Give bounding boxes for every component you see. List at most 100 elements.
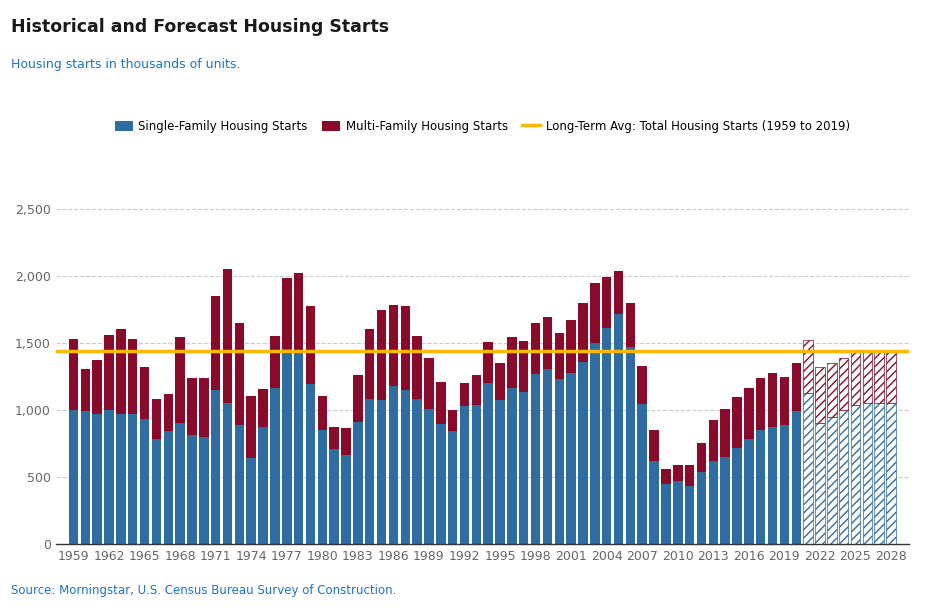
Bar xyxy=(389,386,398,544)
Bar xyxy=(839,410,848,544)
Bar xyxy=(744,439,754,544)
Bar xyxy=(92,360,102,414)
Bar xyxy=(187,378,197,435)
Bar xyxy=(732,448,742,544)
Bar xyxy=(673,481,683,544)
Bar xyxy=(815,423,825,544)
Bar xyxy=(543,369,552,544)
Bar xyxy=(116,330,126,414)
Bar xyxy=(199,437,208,544)
Bar xyxy=(436,424,446,544)
Bar xyxy=(151,399,162,440)
Bar xyxy=(685,486,694,544)
Bar xyxy=(649,461,658,544)
Bar xyxy=(140,420,149,544)
Bar xyxy=(590,283,600,343)
Bar xyxy=(105,335,114,410)
Bar xyxy=(413,336,422,399)
Bar xyxy=(531,322,541,373)
Bar xyxy=(365,329,375,399)
Bar xyxy=(234,424,244,544)
Bar xyxy=(626,348,635,544)
Bar xyxy=(341,455,351,544)
Bar xyxy=(341,428,351,455)
Bar xyxy=(163,431,173,544)
Bar xyxy=(863,351,872,403)
Bar xyxy=(768,426,777,544)
Bar xyxy=(649,430,658,461)
Bar xyxy=(803,393,813,544)
Bar xyxy=(247,458,256,544)
Bar xyxy=(590,343,600,544)
Bar xyxy=(330,427,339,449)
Bar xyxy=(80,369,90,410)
Bar xyxy=(259,389,268,427)
Bar xyxy=(495,399,504,544)
Bar xyxy=(247,396,256,458)
Bar xyxy=(768,373,777,426)
Bar xyxy=(744,389,754,439)
Bar xyxy=(709,420,718,461)
Bar xyxy=(531,373,541,544)
Bar xyxy=(566,373,576,544)
Bar xyxy=(863,403,872,544)
Bar xyxy=(223,403,233,544)
Bar xyxy=(305,306,315,384)
Bar xyxy=(460,406,469,544)
Bar xyxy=(305,384,315,544)
Bar xyxy=(69,410,78,544)
Bar xyxy=(839,358,848,410)
Bar xyxy=(270,336,279,389)
Bar xyxy=(413,399,422,544)
Bar xyxy=(638,404,647,544)
Bar xyxy=(827,417,837,544)
Bar xyxy=(815,367,825,423)
Bar xyxy=(140,367,149,420)
Bar xyxy=(519,392,529,544)
Bar xyxy=(484,383,493,544)
Bar xyxy=(780,425,789,544)
Bar xyxy=(555,333,564,379)
Bar xyxy=(176,423,185,544)
Bar xyxy=(732,397,742,448)
Bar xyxy=(780,376,789,425)
Bar xyxy=(791,411,801,544)
Bar xyxy=(353,422,362,544)
Bar xyxy=(507,337,517,389)
Text: Source: Morningstar, U.S. Census Bureau Survey of Construction.: Source: Morningstar, U.S. Census Bureau … xyxy=(11,584,397,597)
Bar xyxy=(472,375,481,405)
Bar xyxy=(555,379,564,544)
Bar xyxy=(661,485,671,544)
Bar xyxy=(294,272,304,352)
Bar xyxy=(401,306,410,390)
Bar xyxy=(128,414,137,544)
Bar xyxy=(626,303,635,348)
Bar xyxy=(886,351,896,403)
Bar xyxy=(720,457,729,544)
Bar xyxy=(827,364,837,417)
Bar xyxy=(187,435,197,544)
Bar xyxy=(294,352,304,544)
Bar xyxy=(223,269,233,403)
Bar xyxy=(282,278,291,350)
Bar xyxy=(448,410,458,431)
Bar xyxy=(578,362,587,544)
Bar xyxy=(874,351,884,403)
Bar xyxy=(519,341,529,392)
Bar xyxy=(376,400,387,544)
Bar xyxy=(318,396,327,430)
Bar xyxy=(318,430,327,544)
Bar xyxy=(330,449,339,544)
Bar xyxy=(424,359,433,409)
Bar xyxy=(401,390,410,544)
Bar xyxy=(128,339,137,414)
Bar xyxy=(163,394,173,431)
Legend: Single-Family Housing Starts, Multi-Family Housing Starts, Long-Term Avg: Total : Single-Family Housing Starts, Multi-Fami… xyxy=(110,116,855,137)
Bar xyxy=(460,383,469,406)
Bar xyxy=(270,389,279,544)
Bar xyxy=(484,342,493,383)
Bar xyxy=(151,440,162,544)
Bar xyxy=(673,465,683,481)
Bar xyxy=(495,364,504,399)
Bar xyxy=(282,350,291,544)
